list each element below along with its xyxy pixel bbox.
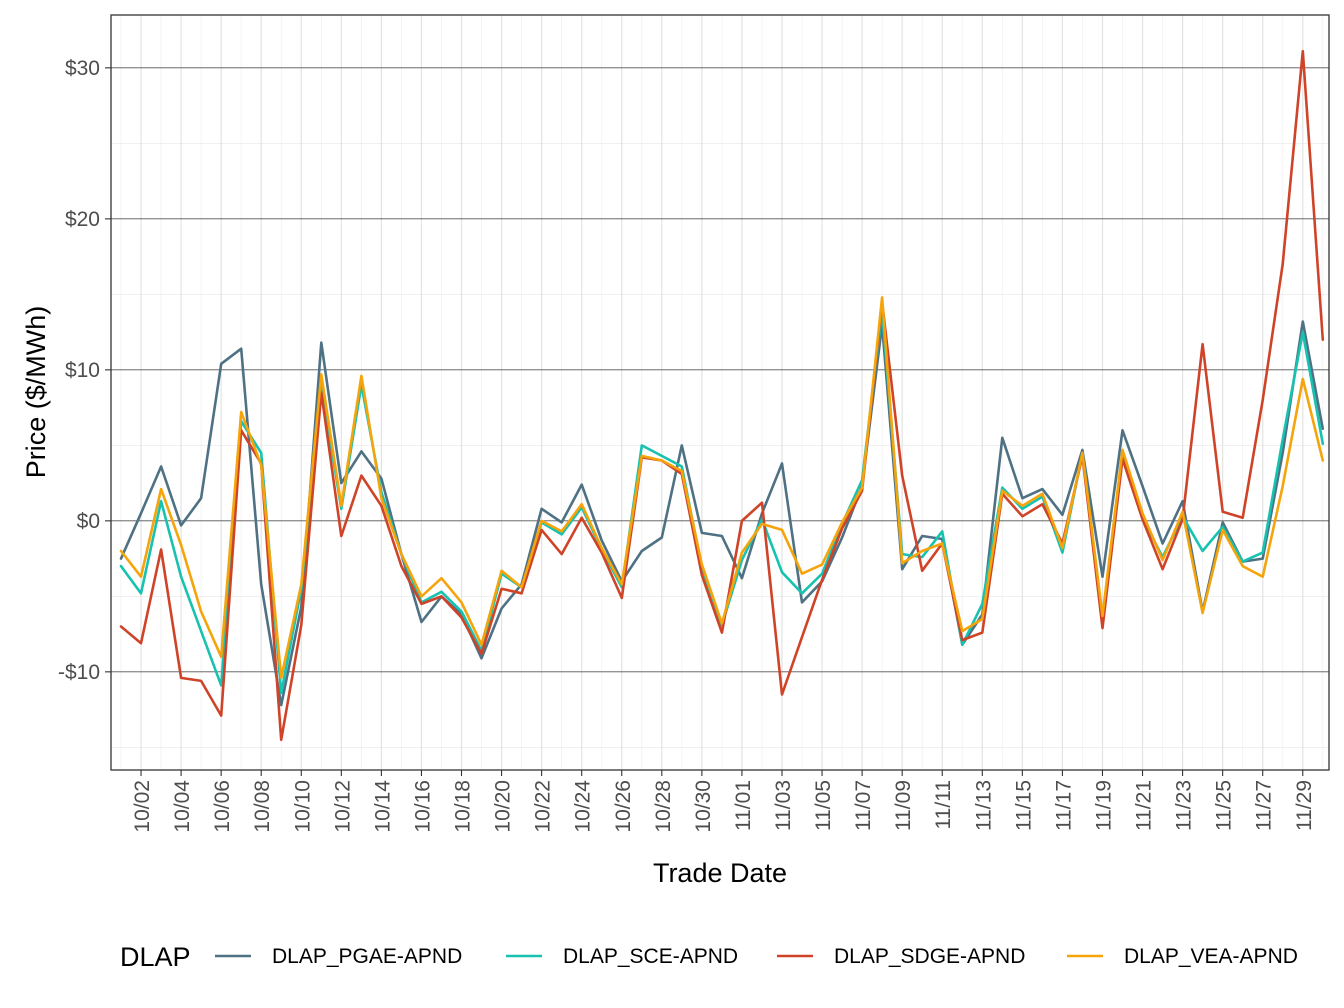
x-tick-label: 10/24 <box>572 780 595 833</box>
series-line-dlap-pgae-apnd <box>119 320 1325 707</box>
legend-label-dlap-vea-apnd: DLAP_VEA-APND <box>1124 945 1298 968</box>
x-tick-label: 11/23 <box>1173 780 1196 831</box>
series-lines <box>119 49 1325 742</box>
x-tick-label: 11/21 <box>1133 780 1156 831</box>
x-tick-label: 10/20 <box>492 780 515 833</box>
legend-title: DLAP <box>120 942 191 972</box>
y-tick-label: -$10 <box>58 661 100 684</box>
x-tick-label: 11/07 <box>852 780 875 831</box>
y-axis-title: Price ($/MWh) <box>21 306 51 479</box>
x-tick-label: 11/27 <box>1253 780 1276 831</box>
x-tick-label: 10/06 <box>211 780 234 833</box>
x-tick-label: 10/14 <box>371 780 394 833</box>
x-tick-label: 10/22 <box>532 780 555 833</box>
x-tick-label: 10/12 <box>331 780 354 833</box>
x-tick-label: 11/01 <box>732 780 755 831</box>
y-tick-label: $30 <box>65 57 100 80</box>
x-tick-label: 11/15 <box>1012 780 1035 831</box>
x-tick-label: 10/04 <box>171 780 194 833</box>
plot-panel-border <box>110 14 1330 771</box>
x-tick-label: 10/02 <box>131 780 154 833</box>
x-tick-label: 10/16 <box>411 780 434 833</box>
legend: DLAP DLAP_PGAE-APND DLAP_SCE-APND DLAP_SDG… <box>120 942 1298 972</box>
x-tick-label: 10/10 <box>291 780 314 833</box>
x-tick-label: 11/19 <box>1092 780 1115 831</box>
x-tick-label: 11/09 <box>892 780 915 831</box>
x-tick-label: 10/08 <box>251 780 274 833</box>
x-tick-label: 11/17 <box>1052 780 1075 831</box>
legend-label-dlap-pgae-apnd: DLAP_PGAE-APND <box>272 945 462 968</box>
plot-panel-background <box>111 15 1329 770</box>
x-tick-label: 11/11 <box>932 780 955 829</box>
x-axis-title: Trade Date <box>653 858 787 888</box>
series-line-dlap-vea-apnd <box>119 296 1325 680</box>
y-tick-label: $20 <box>65 208 100 231</box>
x-tick-label: 10/30 <box>692 780 715 833</box>
x-tick-label: 10/26 <box>612 780 635 833</box>
minor-gridlines <box>111 15 1329 770</box>
x-tick-label: 11/03 <box>772 780 795 831</box>
x-tick-label: 10/28 <box>652 780 675 833</box>
y-tick-label: $10 <box>65 359 100 382</box>
x-tick-label: 11/25 <box>1213 780 1236 831</box>
y-tick-label: $0 <box>77 510 100 533</box>
y-axis: -$10 $0 $10 $20 $30 <box>58 57 111 684</box>
x-tick-label: 10/18 <box>452 780 475 833</box>
x-tick-label: 11/05 <box>812 780 835 831</box>
x-tick-label: 11/13 <box>972 780 995 831</box>
x-axis: 10/02 10/04 10/06 10/08 10/10 10/12 10/14 10/16… <box>131 770 1316 833</box>
x-tick-label: 11/29 <box>1293 780 1316 831</box>
legend-label-dlap-sdge-apnd: DLAP_SDGE-APND <box>834 945 1025 968</box>
legend-label-dlap-sce-apnd: DLAP_SCE-APND <box>563 945 738 968</box>
